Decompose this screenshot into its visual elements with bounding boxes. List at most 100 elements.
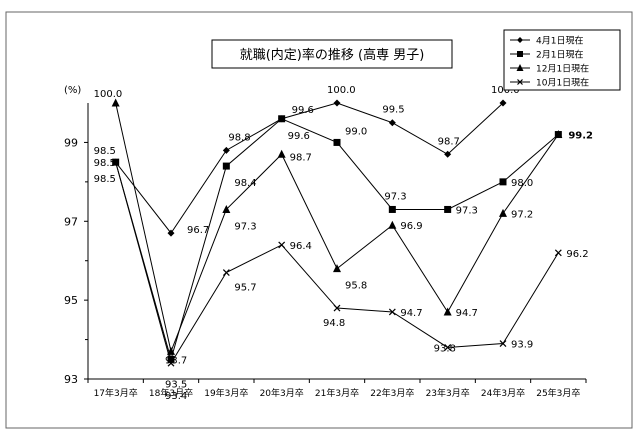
data-label: 93.4 <box>165 391 187 402</box>
triangle-marker <box>222 204 231 213</box>
y-axis-unit-label: (%) <box>64 85 81 96</box>
x-tick-label: 20年3月卒 <box>260 387 304 399</box>
data-label: 99.2 <box>568 131 593 142</box>
y-tick-label: 99 <box>64 136 78 149</box>
diamond-marker <box>517 37 523 43</box>
square-marker <box>222 162 230 170</box>
legend-label: 10月1日現在 <box>536 77 589 89</box>
series-x <box>112 158 562 367</box>
x-tick-label: 17年3月卒 <box>94 387 138 399</box>
x-marker <box>333 304 341 312</box>
x-marker <box>167 359 175 367</box>
square-marker <box>499 178 507 186</box>
diamond-marker <box>388 119 396 127</box>
diamond-marker <box>333 99 341 107</box>
data-label: 99.5 <box>382 105 404 116</box>
x-marker-stroke <box>333 304 341 312</box>
data-label: 95.7 <box>234 283 256 294</box>
data-label: 100.0 <box>327 85 356 96</box>
x-marker <box>444 344 452 351</box>
x-marker-stroke <box>444 344 452 351</box>
x-marker <box>388 308 396 316</box>
data-label: 98.8 <box>228 132 250 143</box>
triangle-marker <box>554 130 563 139</box>
x-marker <box>112 158 120 166</box>
x-marker-stroke <box>112 158 120 166</box>
triangle-marker <box>333 264 341 273</box>
data-label: 96.4 <box>290 241 312 252</box>
x-tick-label: 19年3月卒 <box>204 387 248 399</box>
series-triangle <box>111 98 563 355</box>
data-label: 99.6 <box>292 105 314 116</box>
square-marker <box>278 115 286 123</box>
y-tick-label: 95 <box>64 294 78 307</box>
data-label: 97.3 <box>456 205 478 216</box>
chart-title: 就職(内定)率の推移 (高専 男子) <box>240 47 425 63</box>
data-label: 93.5 <box>165 379 187 390</box>
data-label: 99.6 <box>288 131 310 142</box>
series-layer <box>111 98 563 367</box>
diamond-marker <box>222 146 230 154</box>
data-label: 98.4 <box>234 178 256 189</box>
triangle-marker <box>516 64 524 71</box>
x-marker-stroke <box>554 249 562 257</box>
axes: 93 95 97 99 17年3月卒 18年3月卒 19年3月卒 20年3月卒 21年3月卒 22… <box>64 103 587 399</box>
y-tick-label: 93 <box>64 373 78 386</box>
x-tick-label: 25年3月卒 <box>536 387 580 399</box>
data-label: 98.5 <box>94 174 116 185</box>
x-marker-stroke <box>167 359 175 367</box>
data-label: 93.7 <box>165 355 187 366</box>
data-label: 98.5 <box>94 146 116 157</box>
y-tick-label: 97 <box>64 215 78 228</box>
x-marker-stroke <box>222 269 230 276</box>
square-marker <box>517 51 523 57</box>
legend-label: 4月1日現在 <box>536 35 583 47</box>
x-marker-stroke <box>499 340 507 347</box>
data-label: 94.7 <box>400 308 422 319</box>
data-label: 94.7 <box>456 308 478 319</box>
square-marker <box>388 205 396 213</box>
x-tick-label: 22年3月卒 <box>370 387 414 399</box>
triangle-marker <box>388 220 397 229</box>
data-label: 97.3 <box>384 191 406 202</box>
x-tick-label: 24年3月卒 <box>481 387 525 399</box>
triangle-marker <box>277 149 286 158</box>
x-marker-stroke <box>388 308 396 316</box>
data-label: 99.0 <box>345 126 367 137</box>
legend-label: 2月1日現在 <box>536 49 583 61</box>
data-label: 95.8 <box>345 281 367 292</box>
square-marker <box>167 355 175 363</box>
data-label: 98.0 <box>511 178 533 189</box>
data-label: 97.2 <box>511 209 533 220</box>
x-marker <box>517 79 523 85</box>
x-marker <box>222 269 230 276</box>
title-box <box>211 39 453 69</box>
x-marker <box>499 340 507 347</box>
data-label: 97.3 <box>234 221 256 232</box>
x-marker-stroke <box>278 241 286 249</box>
legend: 4月1日現在 2月1日現在 12月1日現在 10月1日現在 <box>503 29 621 91</box>
data-label: 93.9 <box>511 340 533 351</box>
triangle-marker <box>167 346 175 355</box>
series-line <box>115 102 504 234</box>
data-label: 100.0 <box>94 89 123 100</box>
data-label: 93.8 <box>434 343 456 354</box>
data-label: 96.7 <box>187 225 209 236</box>
diamond-marker <box>167 229 175 237</box>
diamond-marker <box>499 99 507 107</box>
square-marker <box>333 138 341 146</box>
x-tick-label: 21年3月卒 <box>315 387 359 399</box>
x-marker <box>278 241 286 249</box>
data-label: 98.5 <box>94 158 116 169</box>
data-label: 98.7 <box>290 152 312 163</box>
x-tick-label: 18年3月卒 <box>149 387 193 399</box>
legend-label: 12月1日現在 <box>536 63 589 75</box>
triangle-marker <box>111 98 120 107</box>
triangle-marker <box>499 208 507 217</box>
x-tick-label: 23年3月卒 <box>426 387 470 399</box>
diamond-marker <box>444 150 452 158</box>
data-label: 96.9 <box>400 221 422 232</box>
triangle-marker <box>443 307 452 316</box>
